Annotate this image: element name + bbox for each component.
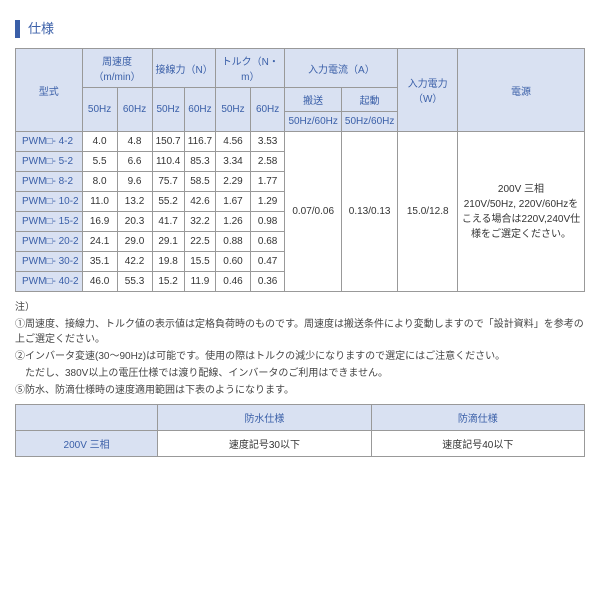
cell: 3.34 bbox=[216, 152, 251, 172]
th-transport: 搬送 bbox=[285, 88, 341, 112]
cell: 1.67 bbox=[216, 192, 251, 212]
table-row: PWM□- 4-2 4.0 4.8 150.7 116.7 4.56 3.530… bbox=[16, 132, 585, 152]
cell: 6.6 bbox=[117, 152, 152, 172]
cell-power: 15.0/12.8 bbox=[398, 132, 458, 292]
note-1: ①周速度、接線力、トルク値の表示値は定格負荷時のものです。周速度は搬送条件により… bbox=[15, 317, 585, 347]
th-waterproof: 防水仕様 bbox=[158, 405, 371, 431]
cell: 2.58 bbox=[250, 152, 285, 172]
th-50hz: 50Hz bbox=[152, 88, 184, 132]
th-model: 型式 bbox=[16, 49, 83, 132]
cell-model: PWM□- 8-2 bbox=[16, 172, 83, 192]
th-startup: 起動 bbox=[341, 88, 397, 112]
th-60hz: 60Hz bbox=[117, 88, 152, 132]
cell-model: PWM□- 4-2 bbox=[16, 132, 83, 152]
th-50hz: 50Hz bbox=[216, 88, 251, 132]
cell: 35.1 bbox=[82, 252, 117, 272]
cell: 20.3 bbox=[117, 212, 152, 232]
cell: 75.7 bbox=[152, 172, 184, 192]
cell: 0.46 bbox=[216, 272, 251, 292]
cell: 3.53 bbox=[250, 132, 285, 152]
cell: 55.3 bbox=[117, 272, 152, 292]
th-current: 入力電流（A） bbox=[285, 49, 398, 88]
spec-table: 型式 周速度（m/min） 接線力（N） トルク（N・m） 入力電流（A） 入力… bbox=[15, 48, 585, 292]
cell: 8.0 bbox=[82, 172, 117, 192]
notes-block: 注） ①周速度、接線力、トルク値の表示値は定格負荷時のものです。周速度は搬送条件… bbox=[15, 300, 585, 398]
cell-source: 200V 三相210V/50Hz, 220V/60Hzをこえる場合は220V,2… bbox=[458, 132, 585, 292]
cell: 58.5 bbox=[184, 172, 215, 192]
cell: 15.2 bbox=[152, 272, 184, 292]
cell: 19.8 bbox=[152, 252, 184, 272]
cell: 29.0 bbox=[117, 232, 152, 252]
cell-startup: 0.13/0.13 bbox=[341, 132, 397, 292]
th-60hz: 60Hz bbox=[184, 88, 215, 132]
cell: 46.0 bbox=[82, 272, 117, 292]
cell: 41.7 bbox=[152, 212, 184, 232]
cell: 42.2 bbox=[117, 252, 152, 272]
cell: 42.6 bbox=[184, 192, 215, 212]
th-5060: 50Hz/60Hz bbox=[285, 112, 341, 132]
cell: 9.6 bbox=[117, 172, 152, 192]
cell: 0.47 bbox=[250, 252, 285, 272]
cell: 85.3 bbox=[184, 152, 215, 172]
th-torque: トルク（N・m） bbox=[216, 49, 285, 88]
cell: 0.68 bbox=[250, 232, 285, 252]
th-60hz: 60Hz bbox=[250, 88, 285, 132]
cell-model: PWM□- 20-2 bbox=[16, 232, 83, 252]
notes-header: 注） bbox=[15, 300, 585, 315]
note-2: ②インバータ変速(30〜90Hz)は可能です。使用の際はトルクの減少になりますの… bbox=[15, 349, 585, 364]
cell-model: PWM□- 40-2 bbox=[16, 272, 83, 292]
cell: 5.5 bbox=[82, 152, 117, 172]
cell: 2.29 bbox=[216, 172, 251, 192]
cell: 32.2 bbox=[184, 212, 215, 232]
cell: 1.29 bbox=[250, 192, 285, 212]
section-title: 仕様 bbox=[15, 20, 585, 38]
cell-transport: 0.07/0.06 bbox=[285, 132, 341, 292]
cell: 13.2 bbox=[117, 192, 152, 212]
row-label: 200V 三相 bbox=[16, 431, 158, 457]
cell: 150.7 bbox=[152, 132, 184, 152]
cell: 116.7 bbox=[184, 132, 215, 152]
th-force: 接線力（N） bbox=[152, 49, 216, 88]
cell-model: PWM□- 5-2 bbox=[16, 152, 83, 172]
cell-model: PWM□- 10-2 bbox=[16, 192, 83, 212]
th-dripproof: 防滴仕様 bbox=[371, 405, 584, 431]
cell: 4.56 bbox=[216, 132, 251, 152]
th-speed: 周速度（m/min） bbox=[82, 49, 152, 88]
cell: 16.9 bbox=[82, 212, 117, 232]
cell: 15.5 bbox=[184, 252, 215, 272]
cell: 1.26 bbox=[216, 212, 251, 232]
cell: 1.77 bbox=[250, 172, 285, 192]
cell-waterproof: 速度記号30以下 bbox=[158, 431, 371, 457]
th-50hz: 50Hz bbox=[82, 88, 117, 132]
cell-model: PWM□- 15-2 bbox=[16, 212, 83, 232]
th-power: 入力電力（W） bbox=[398, 49, 458, 132]
cell: 0.60 bbox=[216, 252, 251, 272]
spec-table-2: 防水仕様 防滴仕様 200V 三相 速度記号30以下 速度記号40以下 bbox=[15, 404, 585, 457]
cell: 4.0 bbox=[82, 132, 117, 152]
th-5060: 50Hz/60Hz bbox=[341, 112, 397, 132]
note-5: ⑤防水、防滴仕様時の速度適用範囲は下表のようになります。 bbox=[15, 383, 585, 398]
cell: 11.9 bbox=[184, 272, 215, 292]
th-source: 電源 bbox=[458, 49, 585, 132]
note-2b: ただし、380V以上の電圧仕様では渡り配線、インバータのご利用はできません。 bbox=[15, 366, 585, 381]
cell: 0.36 bbox=[250, 272, 285, 292]
cell: 0.98 bbox=[250, 212, 285, 232]
cell: 22.5 bbox=[184, 232, 215, 252]
cell: 0.88 bbox=[216, 232, 251, 252]
cell-dripproof: 速度記号40以下 bbox=[371, 431, 584, 457]
cell: 55.2 bbox=[152, 192, 184, 212]
cell: 24.1 bbox=[82, 232, 117, 252]
cell: 4.8 bbox=[117, 132, 152, 152]
cell-model: PWM□- 30-2 bbox=[16, 252, 83, 272]
cell: 29.1 bbox=[152, 232, 184, 252]
cell: 11.0 bbox=[82, 192, 117, 212]
th-empty bbox=[16, 405, 158, 431]
cell: 110.4 bbox=[152, 152, 184, 172]
